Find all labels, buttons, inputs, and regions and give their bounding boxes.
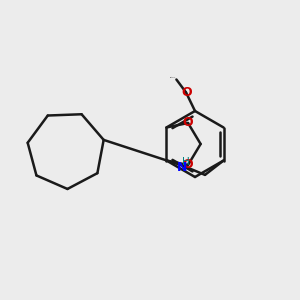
- Text: O: O: [183, 158, 193, 172]
- Text: O: O: [181, 86, 192, 100]
- Text: O: O: [183, 116, 193, 130]
- Text: H: H: [182, 157, 190, 167]
- Text: N: N: [177, 161, 188, 174]
- Text: methoxy: methoxy: [170, 76, 176, 78]
